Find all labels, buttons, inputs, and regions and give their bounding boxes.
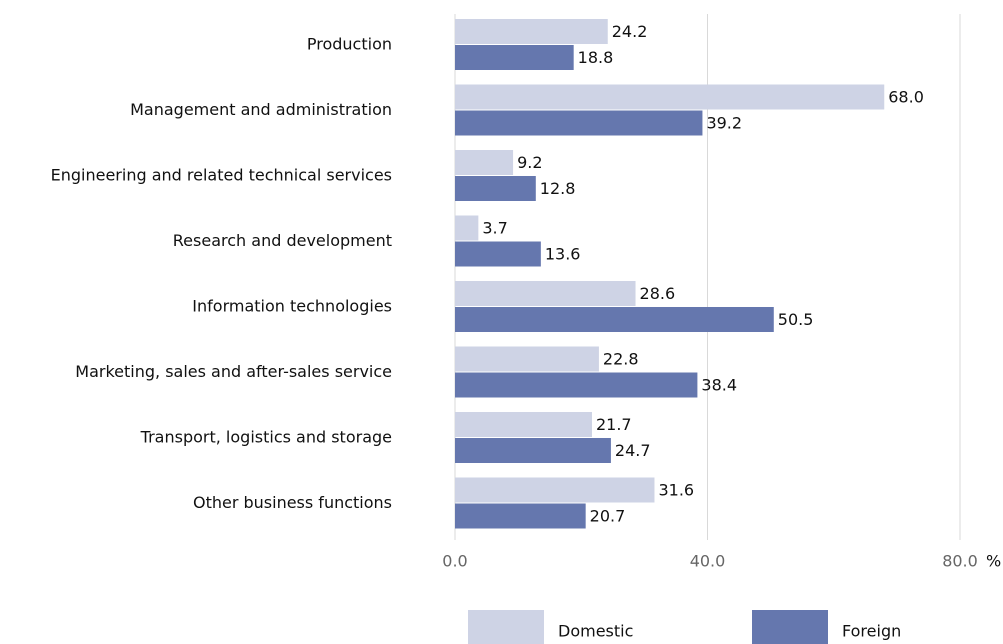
bar xyxy=(455,241,541,267)
legend-label: Domestic xyxy=(558,622,633,641)
legend-label: Foreign xyxy=(842,622,901,641)
value-label: 13.6 xyxy=(545,245,581,264)
x-tick-label: 0.0 xyxy=(442,552,467,571)
value-label: 24.2 xyxy=(612,22,648,41)
x-tick-label: 80.0 xyxy=(942,552,978,571)
value-label: 9.2 xyxy=(517,153,542,172)
value-label: 21.7 xyxy=(596,415,632,434)
legend-swatch xyxy=(752,610,828,644)
bar xyxy=(455,110,703,136)
legend-swatch xyxy=(468,610,544,644)
x-tick-label: 40.0 xyxy=(690,552,726,571)
bar xyxy=(455,150,514,175)
category-label: Transport, logistics and storage xyxy=(140,428,392,447)
value-label: 3.7 xyxy=(482,219,507,238)
value-label: 39.2 xyxy=(706,114,742,133)
value-label: 38.4 xyxy=(701,376,737,395)
value-label: 31.6 xyxy=(658,481,694,500)
category-label: Engineering and related technical servic… xyxy=(51,166,392,185)
value-label: 22.8 xyxy=(603,350,639,369)
value-label: 24.7 xyxy=(615,441,651,460)
category-label: Production xyxy=(307,35,392,54)
bar xyxy=(455,372,698,398)
bar xyxy=(455,215,479,241)
bar xyxy=(455,346,599,372)
bar xyxy=(455,84,885,110)
bar xyxy=(455,307,774,332)
bar xyxy=(455,477,655,503)
bar xyxy=(455,45,574,70)
bar xyxy=(455,281,636,306)
bar xyxy=(455,19,608,44)
value-label: 18.8 xyxy=(578,48,614,67)
value-label: 68.0 xyxy=(888,88,924,107)
value-label: 12.8 xyxy=(540,179,576,198)
value-label: 50.5 xyxy=(778,310,814,329)
x-unit: % xyxy=(986,552,1001,571)
value-label: 28.6 xyxy=(640,284,676,303)
value-label: 20.7 xyxy=(590,507,626,526)
category-label: Other business functions xyxy=(193,493,392,512)
category-label: Management and administration xyxy=(130,100,392,119)
bar xyxy=(455,176,536,201)
category-label: Research and development xyxy=(173,231,392,250)
category-label: Marketing, sales and after-sales service xyxy=(75,362,392,381)
category-label: Information technologies xyxy=(192,297,392,316)
bar xyxy=(455,412,592,437)
bar xyxy=(455,438,611,463)
bar xyxy=(455,503,586,529)
